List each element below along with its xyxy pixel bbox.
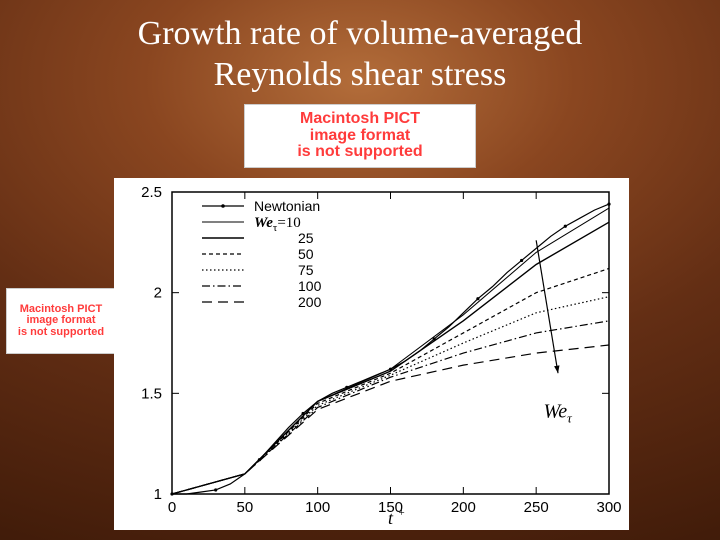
svg-text:Newtonian: Newtonian	[254, 198, 320, 214]
slide-root: Growth rate of volume-averagedReynolds s…	[0, 0, 720, 540]
svg-text:2.5: 2.5	[141, 184, 162, 201]
svg-text:200: 200	[298, 294, 322, 310]
chart-container: 05010015020025030011.522.5t+WeτNewtonian…	[114, 178, 629, 530]
svg-text:Weτ: Weτ	[543, 400, 573, 425]
svg-text:50: 50	[298, 246, 314, 262]
svg-text:25: 25	[298, 230, 314, 246]
growth-rate-chart: 05010015020025030011.522.5t+WeτNewtonian…	[114, 178, 629, 530]
svg-text:200: 200	[451, 499, 476, 516]
svg-text:2: 2	[154, 285, 162, 302]
slide-title: Growth rate of volume-averagedReynolds s…	[0, 14, 720, 96]
svg-text:300: 300	[596, 499, 621, 516]
pict-error-2: Macintosh PICTimage formatis not support…	[6, 288, 116, 354]
svg-text:1: 1	[154, 486, 162, 503]
title-line1: Growth rate of volume-averagedReynolds s…	[138, 15, 583, 93]
svg-text:250: 250	[524, 499, 549, 516]
svg-text:Weτ=10: Weτ=10	[254, 215, 301, 234]
svg-text:100: 100	[305, 499, 330, 516]
svg-text:+: +	[399, 507, 405, 519]
svg-text:0: 0	[168, 499, 176, 516]
pict-error-1: Macintosh PICTimage formatis not support…	[244, 104, 476, 168]
svg-text:50: 50	[236, 499, 253, 516]
svg-text:100: 100	[298, 278, 322, 294]
svg-text:1.5: 1.5	[141, 385, 162, 402]
svg-text:75: 75	[298, 262, 314, 278]
